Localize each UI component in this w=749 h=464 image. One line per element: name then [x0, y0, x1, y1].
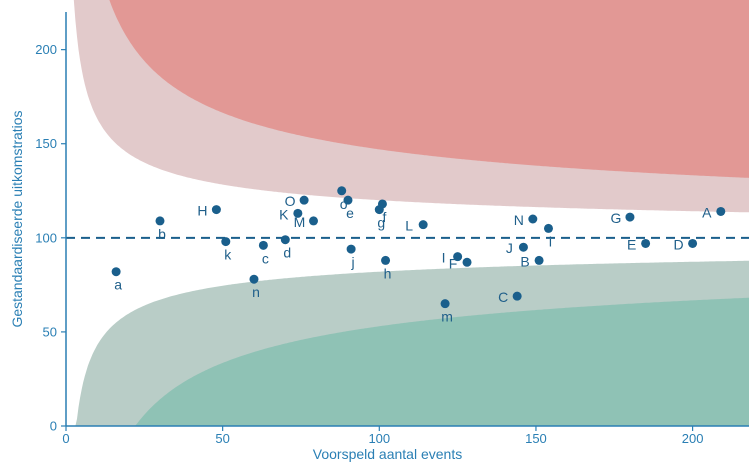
- point-n: [249, 274, 259, 284]
- point-A: [716, 206, 726, 216]
- point-label-B: B: [520, 253, 529, 269]
- point-label-h: h: [384, 265, 392, 281]
- point-label-b: b: [158, 226, 166, 242]
- y-tick-label: 100: [35, 230, 57, 245]
- point-label-e: e: [346, 205, 354, 221]
- point-O: [299, 195, 309, 205]
- point-L: [418, 220, 428, 230]
- point-label-J: J: [506, 240, 513, 256]
- point-label-L: L: [405, 218, 413, 234]
- point-F: [462, 257, 472, 267]
- point-label-O: O: [285, 193, 296, 209]
- point-label-G: G: [610, 210, 621, 226]
- point-i: [543, 223, 553, 233]
- point-B: [534, 255, 544, 265]
- point-h: [381, 255, 391, 265]
- point-E: [641, 238, 651, 248]
- point-label-N: N: [514, 212, 524, 228]
- point-label-m: m: [441, 309, 453, 325]
- axes: 0 50 100 150 200 0 50 100 150 200: [35, 12, 749, 446]
- point-label-g: g: [377, 215, 385, 231]
- point-label-n: n: [252, 284, 260, 300]
- point-label-i: i: [549, 233, 552, 249]
- point-I: [453, 252, 463, 262]
- x-tick-label: 100: [368, 431, 390, 446]
- point-d: [280, 235, 290, 245]
- point-H: [211, 205, 221, 215]
- point-J: [518, 242, 528, 252]
- point-label-f: f: [382, 209, 386, 225]
- point-label-H: H: [197, 203, 207, 219]
- point-label-A: A: [702, 204, 712, 220]
- point-N: [528, 214, 538, 224]
- point-f: [377, 199, 387, 209]
- x-tick-label: 200: [682, 431, 704, 446]
- y-axis-title: Gestandaardiseerde uitkomstratios: [9, 110, 25, 327]
- point-label-I: I: [442, 250, 446, 266]
- point-M: [309, 216, 319, 226]
- lower-outer-band: [69, 297, 749, 426]
- point-c: [258, 240, 268, 250]
- point-C: [512, 291, 522, 301]
- x-tick-label: 0: [62, 431, 69, 446]
- control-limit-bands: [69, 0, 749, 426]
- point-D: [688, 238, 698, 248]
- point-j: [346, 244, 356, 254]
- y-tick-label: 0: [50, 419, 57, 434]
- point-label-F: F: [449, 255, 458, 271]
- y-tick-label: 50: [43, 324, 57, 339]
- point-label-c: c: [262, 250, 269, 266]
- point-label-C: C: [498, 289, 508, 305]
- y-tick-label: 150: [35, 136, 57, 151]
- point-label-D: D: [674, 236, 684, 252]
- point-label-M: M: [294, 214, 306, 230]
- point-k: [221, 237, 231, 247]
- point-label-o: o: [340, 196, 348, 212]
- point-label-E: E: [627, 236, 636, 252]
- point-a: [111, 267, 121, 277]
- x-axis-title: Voorspeld aantal events: [313, 446, 462, 462]
- point-label-k: k: [224, 247, 232, 263]
- point-label-d: d: [283, 245, 291, 261]
- point-label-j: j: [351, 254, 355, 270]
- point-label-K: K: [279, 206, 289, 222]
- point-K: [293, 208, 303, 218]
- y-tick-label: 200: [35, 42, 57, 57]
- point-G: [625, 212, 635, 222]
- point-b: [155, 216, 165, 226]
- x-tick-label: 150: [525, 431, 547, 446]
- point-e: [343, 195, 353, 205]
- point-m: [440, 299, 450, 309]
- point-label-a: a: [114, 277, 122, 293]
- point-o: [337, 186, 347, 196]
- upper-outer-band: [109, 0, 749, 178]
- x-tick-label: 50: [215, 431, 229, 446]
